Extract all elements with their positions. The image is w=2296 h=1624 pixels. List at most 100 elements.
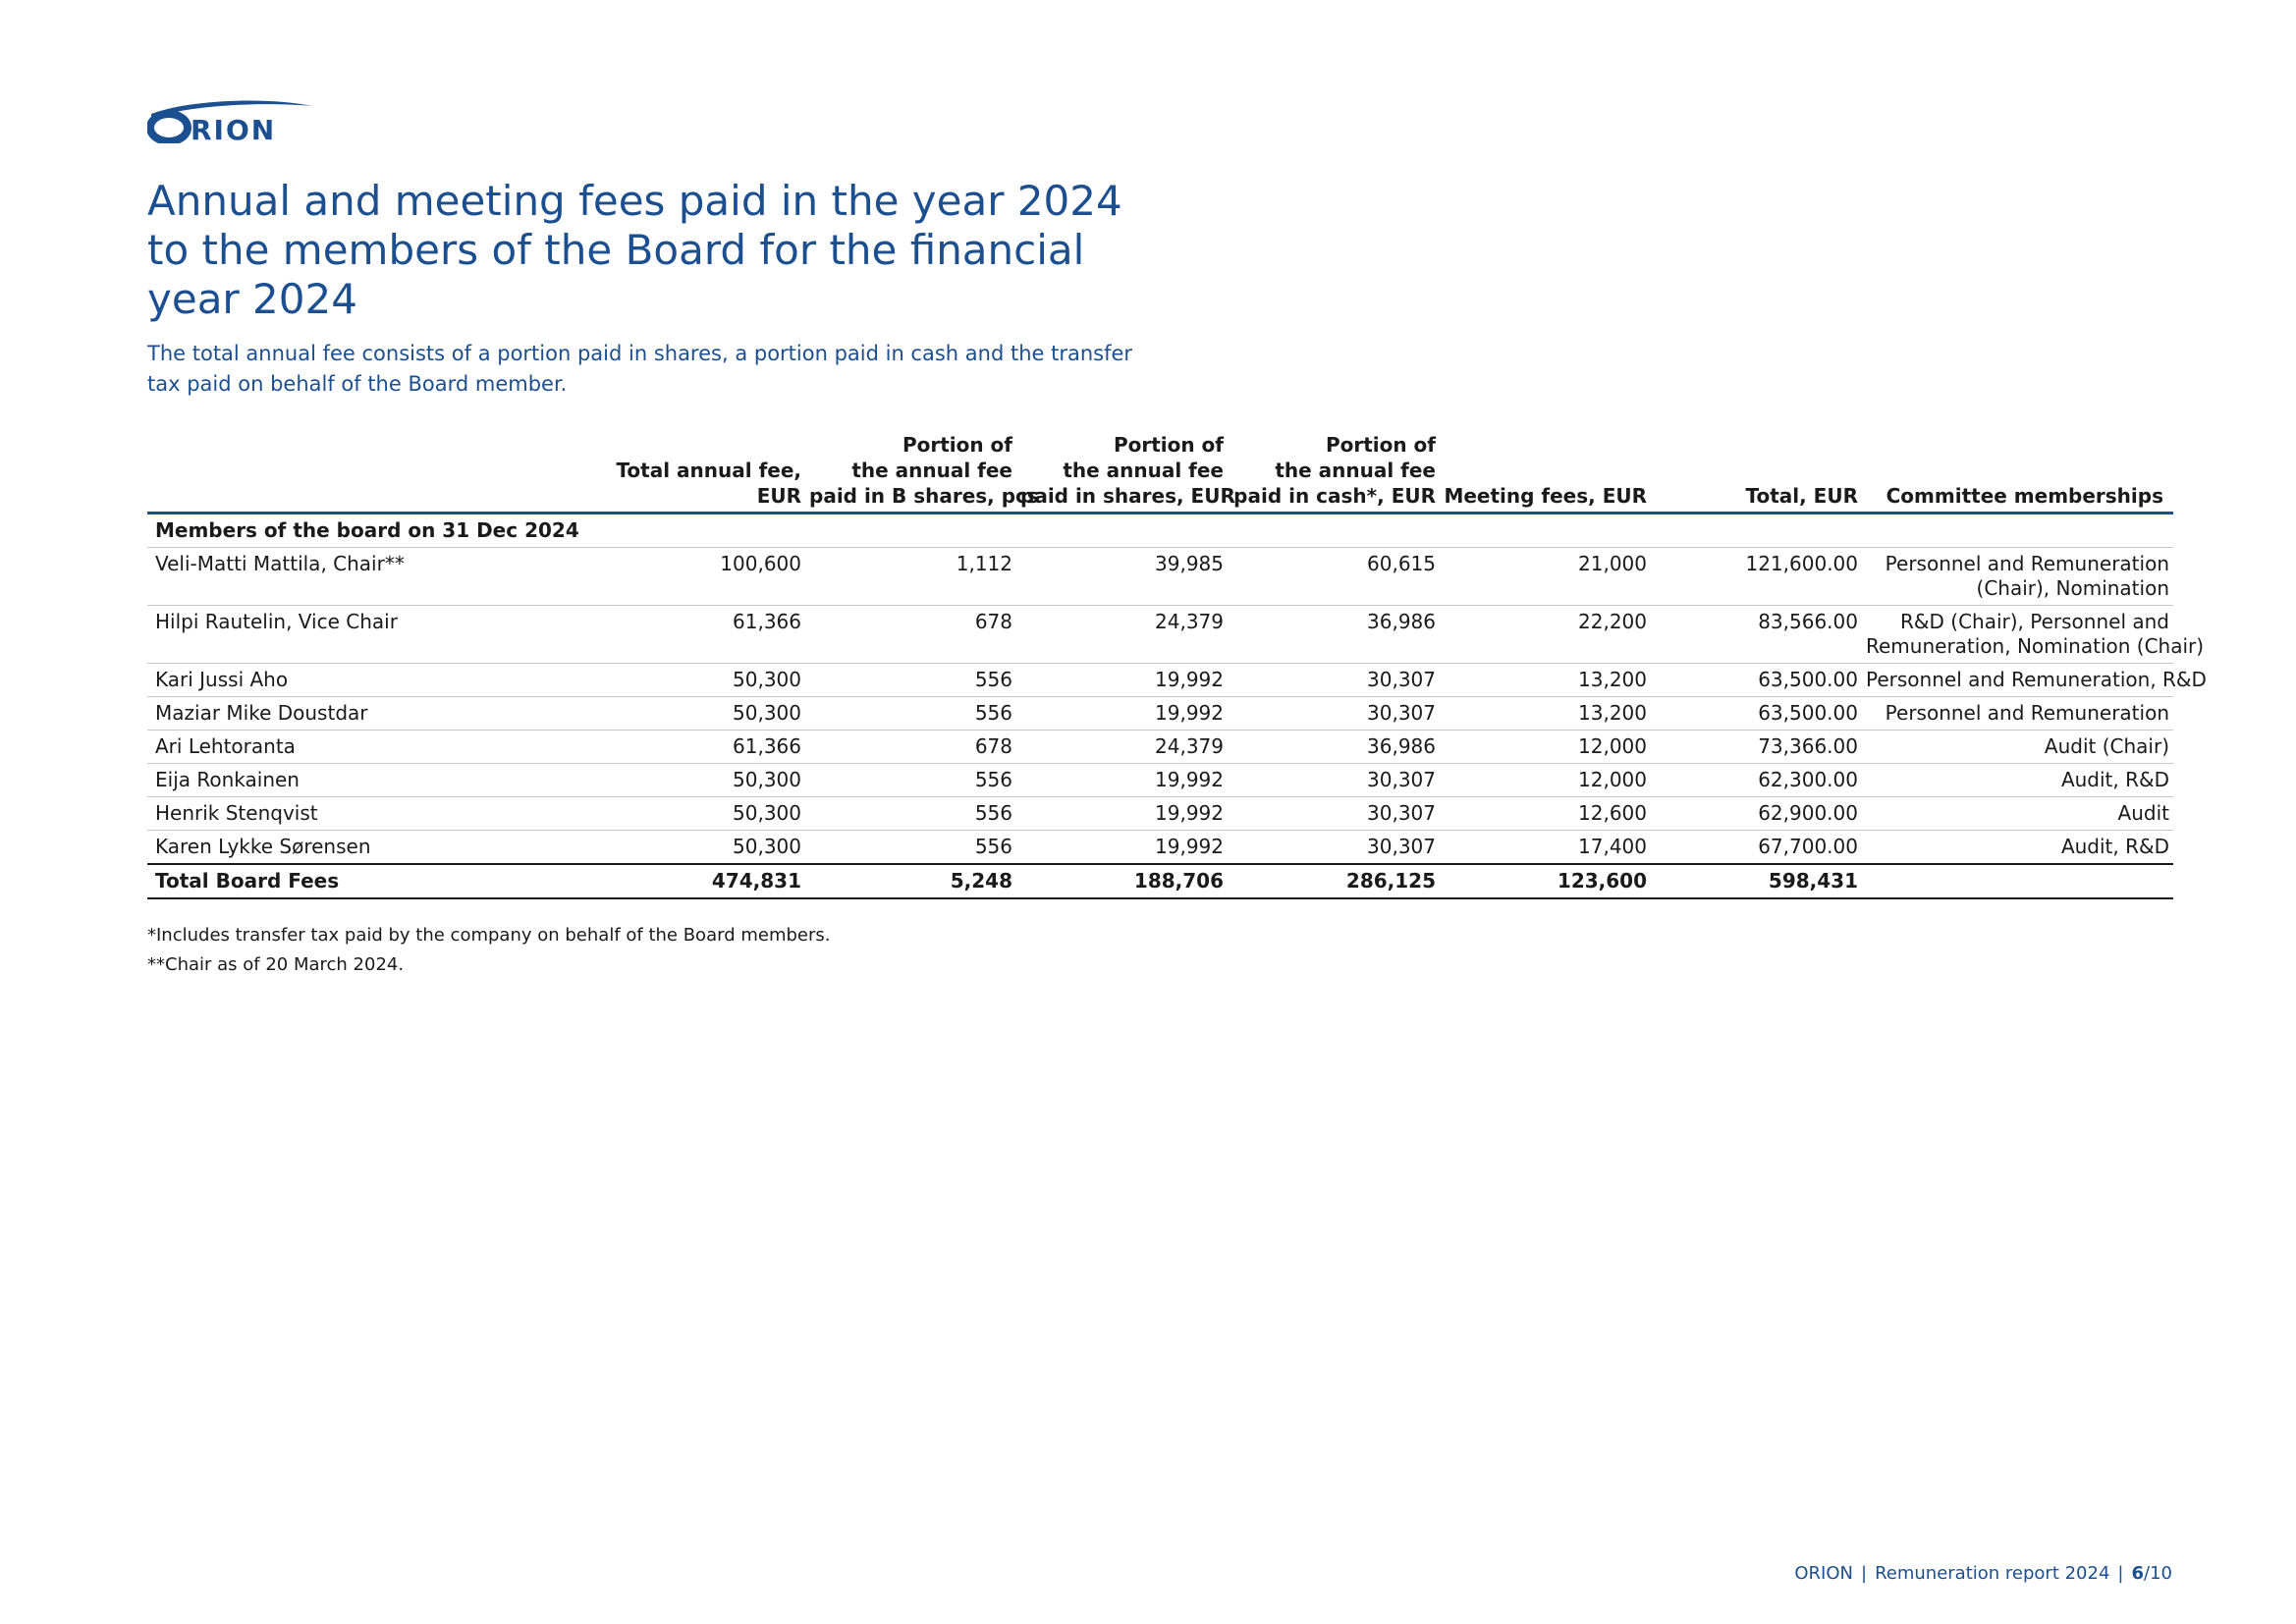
committee-line: Personnel and Remuneration, R&D [1866, 668, 2207, 691]
cell-b-shares: 556 [805, 763, 1016, 797]
header-shares-eur: Portion of the annual fee paid in shares… [1016, 432, 1235, 514]
orion-logo: RION [147, 96, 316, 143]
cell-annual-fee: 61,366 [593, 730, 805, 764]
cell-committees: R&D (Chair), Personnel and Remuneration, … [1862, 605, 2205, 664]
committee-line: Audit, R&D [2060, 768, 2169, 791]
total-cell-committees [1862, 863, 2173, 899]
header-name [147, 432, 593, 514]
total-cell-total: 598,431 [1651, 863, 1862, 899]
table-row: Hilpi Rautelin, Vice Chair 61,366 678 24,37… [147, 605, 2205, 664]
cell-committees: Personnel and Remuneration (Chair), Nomin… [1862, 547, 2173, 606]
cell-committees: Audit, R&D [1862, 763, 2173, 797]
section-label: Members of the board on 31 Dec 2024 [147, 513, 2173, 548]
committee-line: Remuneration, Nomination (Chair) [1866, 634, 2205, 658]
table-header-row: Total annual fee, EUR Portion of the ann… [147, 432, 2173, 514]
cell-committees: Audit (Chair) [1862, 730, 2173, 764]
cell-cash-eur: 30,307 [1228, 696, 1440, 731]
cell-b-shares: 556 [805, 663, 1016, 697]
cell-cash-eur: 60,615 [1228, 547, 1440, 606]
committee-line: Audit, R&D [2060, 835, 2169, 858]
footnotes: *Includes transfer tax paid by the compa… [147, 921, 830, 980]
header-total: Total, EUR [1651, 432, 1862, 514]
cell-committees: Audit [1862, 796, 2173, 831]
subtitle-line: The total annual fee consists of a porti… [147, 342, 1133, 365]
cell-total: 63,500.00 [1651, 663, 1862, 697]
footer-report: Remuneration report 2024 [1875, 1563, 2110, 1584]
cell-b-shares: 1,112 [805, 547, 1016, 606]
cell-annual-fee: 50,300 [593, 663, 805, 697]
board-fees-table: Total annual fee, EUR Portion of the ann… [147, 432, 2207, 899]
cell-committees: Audit, R&D [1862, 830, 2173, 865]
committee-line: R&D (Chair), Personnel and [1900, 610, 2169, 633]
cell-b-shares: 556 [805, 696, 1016, 731]
page-title: Annual and meeting fees paid in the year… [147, 177, 1129, 324]
total-cell-shares-eur: 188,706 [1016, 863, 1228, 899]
cell-member-name: Eija Ronkainen [147, 763, 593, 797]
cell-meeting-fees: 12,000 [1440, 730, 1651, 764]
cell-total: 63,500.00 [1651, 696, 1862, 731]
committee-line: Personnel and Remuneration [1885, 552, 2169, 575]
cell-total: 83,566.00 [1651, 605, 1862, 664]
header-total-annual-fee: Total annual fee, EUR [593, 432, 805, 514]
total-cell-meeting-fees: 123,600 [1440, 863, 1651, 899]
cell-total: 62,900.00 [1651, 796, 1862, 831]
total-cell-b-shares: 5,248 [805, 863, 1016, 899]
cell-member-name: Karen Lykke Sørensen [147, 830, 593, 865]
header-committees: Committee memberships [1862, 432, 2173, 514]
cell-committees: Personnel and Remuneration [1862, 696, 2173, 731]
total-label: Total Board Fees [147, 863, 593, 899]
footer-separator: | [2117, 1563, 2124, 1584]
cell-b-shares: 556 [805, 796, 1016, 831]
cell-meeting-fees: 13,200 [1440, 696, 1651, 731]
total-cell-cash-eur: 286,125 [1228, 863, 1440, 899]
title-line: year 2024 [147, 275, 357, 323]
page-number-total: /10 [2144, 1563, 2172, 1584]
cell-annual-fee: 50,300 [593, 830, 805, 865]
cell-meeting-fees: 13,200 [1440, 663, 1651, 697]
cell-cash-eur: 30,307 [1228, 663, 1440, 697]
cell-b-shares: 678 [805, 605, 1016, 664]
committee-line: (Chair), Nomination [1976, 576, 2169, 600]
cell-cash-eur: 36,986 [1228, 605, 1440, 664]
table-row: Henrik Stenqvist 50,300 556 19,992 30,307 12,… [147, 796, 2173, 831]
cell-shares-eur: 19,992 [1016, 663, 1228, 697]
title-line: to the members of the Board for the fina… [147, 226, 1085, 274]
table-row: Veli-Matti Mattila, Chair** 100,600 1,112 3… [147, 547, 2173, 606]
total-row: Total Board Fees 474,831 5,248 188,706 286,1… [147, 863, 2173, 899]
cell-annual-fee: 100,600 [593, 547, 805, 606]
cell-member-name: Maziar Mike Doustdar [147, 696, 593, 731]
table-row: Ari Lehtoranta 61,366 678 24,379 36,986 12,00… [147, 730, 2173, 764]
page-subtitle: The total annual fee consists of a porti… [147, 339, 1133, 400]
footer-company: ORION [1794, 1563, 1853, 1584]
table-row: Kari Jussi Aho 50,300 556 19,992 30,307 13,20… [147, 663, 2207, 697]
cell-member-name: Hilpi Rautelin, Vice Chair [147, 605, 593, 664]
table-row: Karen Lykke Sørensen 50,300 556 19,992 30,30… [147, 830, 2173, 865]
header-meeting-fees: Meeting fees, EUR [1440, 432, 1651, 514]
committee-line: Personnel and Remuneration [1885, 701, 2169, 725]
table-row: Eija Ronkainen 50,300 556 19,992 30,307 12,00… [147, 763, 2173, 797]
cell-shares-eur: 19,992 [1016, 796, 1228, 831]
table-row: Maziar Mike Doustdar 50,300 556 19,992 30,30… [147, 696, 2173, 731]
cell-cash-eur: 30,307 [1228, 763, 1440, 797]
cell-shares-eur: 19,992 [1016, 696, 1228, 731]
cell-cash-eur: 30,307 [1228, 830, 1440, 865]
cell-b-shares: 678 [805, 730, 1016, 764]
cell-member-name: Henrik Stenqvist [147, 796, 593, 831]
cell-annual-fee: 61,366 [593, 605, 805, 664]
header-cash-eur: Portion of the annual fee paid in cash*,… [1228, 432, 1440, 514]
cell-shares-eur: 39,985 [1016, 547, 1228, 606]
cell-b-shares: 556 [805, 830, 1016, 865]
cell-meeting-fees: 12,000 [1440, 763, 1651, 797]
cell-meeting-fees: 21,000 [1440, 547, 1651, 606]
cell-shares-eur: 19,992 [1016, 830, 1228, 865]
page-footer: ORION | Remuneration report 2024 | 6/10 [1794, 1563, 2172, 1584]
cell-cash-eur: 30,307 [1228, 796, 1440, 831]
cell-meeting-fees: 17,400 [1440, 830, 1651, 865]
cell-member-name: Veli-Matti Mattila, Chair** [147, 547, 593, 606]
committee-line: Audit [2117, 801, 2169, 825]
cell-total: 73,366.00 [1651, 730, 1862, 764]
subtitle-line: tax paid on behalf of the Board member. [147, 372, 568, 396]
footer-separator: | [1861, 1563, 1868, 1584]
section-row: Members of the board on 31 Dec 2024 [147, 513, 2173, 548]
cell-shares-eur: 19,992 [1016, 763, 1228, 797]
